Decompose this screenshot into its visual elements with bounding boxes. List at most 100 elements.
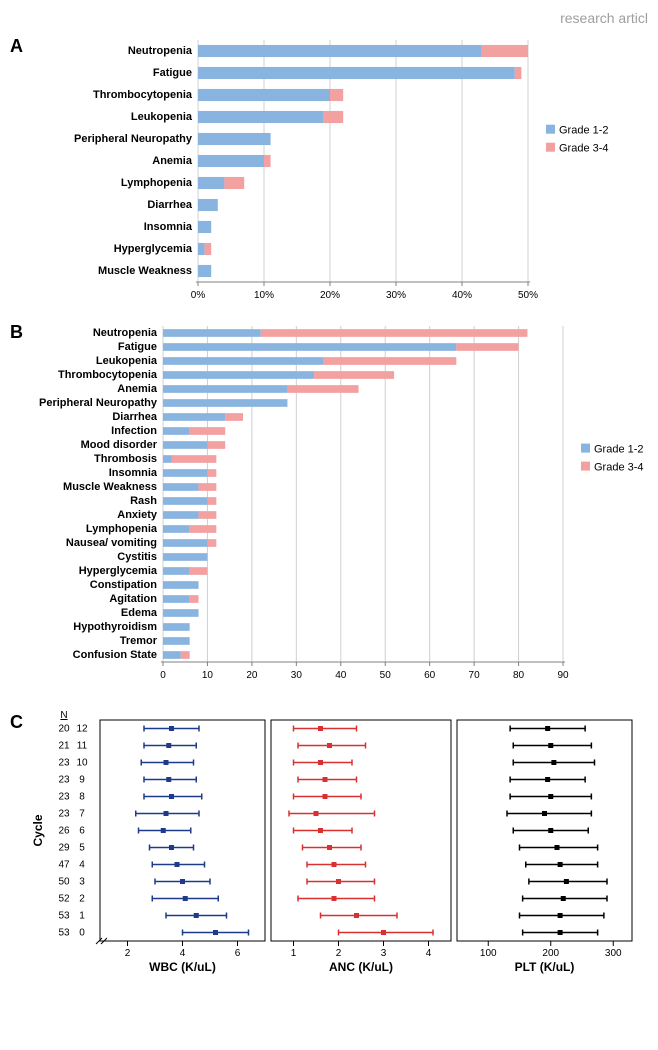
svg-text:6: 6 [235,948,241,959]
bar-grade12 [163,427,190,435]
svg-text:40: 40 [335,670,347,681]
svg-text:2: 2 [125,948,131,959]
bar-grade12 [198,45,482,57]
bar-grade34 [172,455,216,463]
data-marker [164,760,169,765]
svg-text:1: 1 [291,948,297,959]
bar-grade34 [287,385,358,393]
bar-grade12 [163,581,199,589]
panel-a: A0%10%20%30%40%50%NeutropeniaFatigueThro… [10,34,648,310]
svg-text:Lymphopenia: Lymphopenia [86,523,158,535]
svg-text:20: 20 [246,670,258,681]
bar-grade12 [163,441,207,449]
figure-container: A0%10%20%30%40%50%NeutropeniaFatigueThro… [10,34,648,977]
panel-label-b: B [10,320,23,343]
panel-label-a: A [10,34,38,57]
data-marker [558,930,563,935]
svg-text:Hyperglycemia: Hyperglycemia [79,565,158,577]
svg-text:Lymphopenia: Lymphopenia [121,177,193,189]
bar-grade12 [198,221,211,233]
data-marker [318,760,323,765]
data-marker [548,743,553,748]
bar-grade12 [163,567,190,575]
data-marker [169,845,174,850]
data-marker [213,930,218,935]
data-marker [551,760,556,765]
svg-text:Neutropenia: Neutropenia [128,45,193,57]
data-marker [336,879,341,884]
data-marker [161,828,166,833]
svg-text:Tremor: Tremor [120,635,158,647]
svg-text:60: 60 [424,670,436,681]
svg-text:90: 90 [557,670,569,681]
svg-text:Hypothyroidism: Hypothyroidism [73,621,157,633]
svg-text:Rash: Rash [130,495,157,507]
svg-text:6: 6 [79,826,85,837]
bar-grade34 [225,413,243,421]
svg-text:Thrombocytopenia: Thrombocytopenia [58,369,158,381]
data-marker [180,879,185,884]
svg-text:2: 2 [336,948,342,959]
data-marker [548,794,553,799]
bar-grade34 [190,427,226,435]
svg-text:40%: 40% [452,290,472,301]
svg-text:Agitation: Agitation [109,593,157,605]
svg-text:Diarrhea: Diarrhea [147,199,193,211]
data-marker [558,862,563,867]
data-marker [166,777,171,782]
data-marker [381,930,386,935]
bar-grade12 [163,595,190,603]
bar-grade34 [207,441,225,449]
svg-text:52: 52 [58,894,70,905]
bar-grade34 [224,177,244,189]
svg-text:N: N [60,710,67,721]
bar-grade12 [163,539,207,547]
svg-text:Thrombocytopenia: Thrombocytopenia [93,89,193,101]
bar-grade12 [163,483,199,491]
bar-grade34 [456,343,518,351]
panel-c: CCycleN201221112310239238237266295474503… [10,706,648,977]
data-marker [561,896,566,901]
svg-text:21: 21 [58,741,70,752]
svg-text:Fatigue: Fatigue [118,341,157,353]
bar-grade12 [163,399,287,407]
bar-grade12 [163,385,287,393]
bar-grade12 [163,357,323,365]
bar-grade12 [163,525,190,533]
data-marker [354,913,359,918]
data-marker [323,777,328,782]
svg-text:8: 8 [79,792,85,803]
svg-text:Neutropenia: Neutropenia [93,327,158,339]
svg-text:4: 4 [180,948,186,959]
bar-grade12 [198,111,323,123]
data-marker [542,811,547,816]
legend-swatch [546,143,555,152]
bar-grade34 [323,111,343,123]
bar-grade34 [515,67,522,79]
svg-text:20: 20 [58,724,70,735]
data-marker [166,743,171,748]
svg-text:PLT (K/uL): PLT (K/uL) [515,960,575,974]
data-marker [323,794,328,799]
svg-text:Peripheral Neuropathy: Peripheral Neuropathy [39,397,158,409]
svg-text:50%: 50% [518,290,538,301]
bar-grade12 [163,553,207,561]
bar-grade34 [261,329,528,337]
bar-grade12 [163,609,199,617]
data-marker [169,726,174,731]
bar-grade12 [163,343,456,351]
svg-text:3: 3 [79,877,85,888]
data-marker [169,794,174,799]
bar-grade12 [198,177,224,189]
svg-text:20%: 20% [320,290,340,301]
bar-grade34 [264,155,271,167]
data-marker [332,862,337,867]
svg-text:0: 0 [160,670,166,681]
bar-grade12 [163,651,181,659]
panel-b: B0102030405060708090NeutropeniaFatigueLe… [10,320,648,690]
svg-text:4: 4 [426,948,432,959]
bar-chart: 0102030405060708090NeutropeniaFatigueLeu… [23,320,658,690]
data-marker [327,845,332,850]
bar-grade12 [198,133,271,145]
svg-text:53: 53 [58,911,70,922]
